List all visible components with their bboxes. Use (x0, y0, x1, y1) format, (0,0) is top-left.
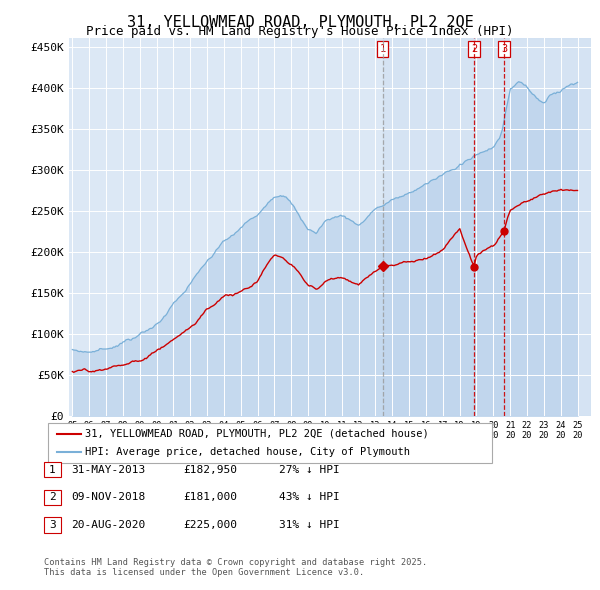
Text: £225,000: £225,000 (183, 520, 237, 530)
Text: 31% ↓ HPI: 31% ↓ HPI (279, 520, 340, 530)
Text: 2: 2 (49, 493, 56, 502)
Text: 3: 3 (49, 520, 56, 530)
Text: 31, YELLOWMEAD ROAD, PLYMOUTH, PL2 2QE (detached house): 31, YELLOWMEAD ROAD, PLYMOUTH, PL2 2QE (… (85, 429, 429, 439)
Text: 09-NOV-2018: 09-NOV-2018 (71, 493, 145, 502)
Text: 1: 1 (49, 465, 56, 474)
Text: 20-AUG-2020: 20-AUG-2020 (71, 520, 145, 530)
Text: 31-MAY-2013: 31-MAY-2013 (71, 465, 145, 474)
Text: Price paid vs. HM Land Registry's House Price Index (HPI): Price paid vs. HM Land Registry's House … (86, 25, 514, 38)
Bar (383, 38, 591, 416)
Text: 3: 3 (501, 44, 507, 54)
Text: 31, YELLOWMEAD ROAD, PLYMOUTH, PL2 2QE: 31, YELLOWMEAD ROAD, PLYMOUTH, PL2 2QE (127, 15, 473, 30)
Text: £181,000: £181,000 (183, 493, 237, 502)
Text: Contains HM Land Registry data © Crown copyright and database right 2025.
This d: Contains HM Land Registry data © Crown c… (44, 558, 427, 577)
Text: 27% ↓ HPI: 27% ↓ HPI (279, 465, 340, 474)
Text: HPI: Average price, detached house, City of Plymouth: HPI: Average price, detached house, City… (85, 447, 410, 457)
Text: £182,950: £182,950 (183, 465, 237, 474)
Text: 1: 1 (379, 44, 386, 54)
Text: 2: 2 (471, 44, 477, 54)
Text: 43% ↓ HPI: 43% ↓ HPI (279, 493, 340, 502)
